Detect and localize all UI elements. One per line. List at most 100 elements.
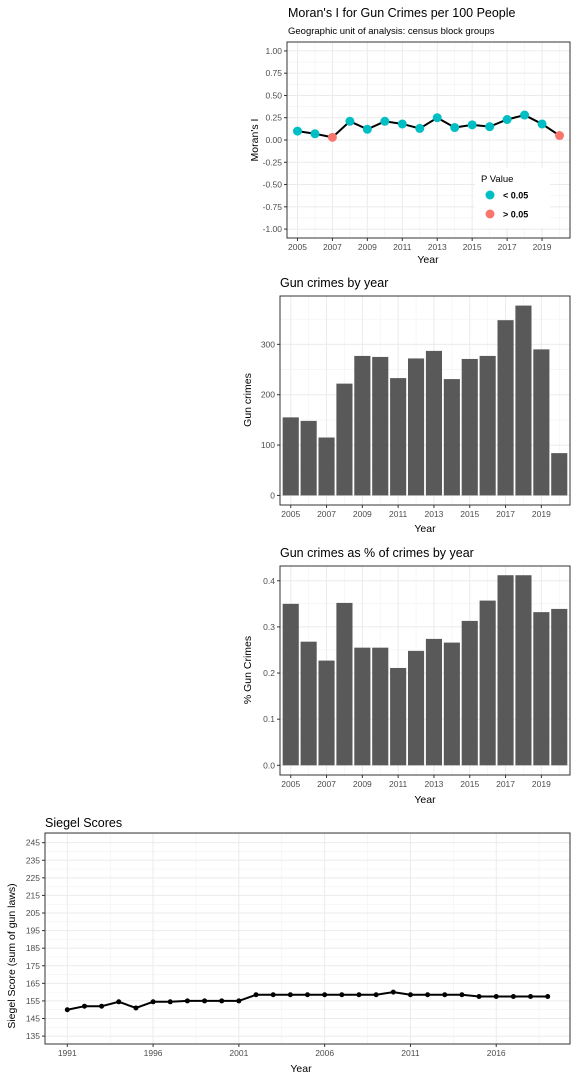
gunpct-y-tick-label: 0.4 [263,576,275,586]
morans-legend-label-gt: > 0.05 [503,210,528,220]
siegel-point [339,992,345,998]
siegel-point [133,1005,139,1011]
morans-y-tick-label: 1.00 [265,46,282,56]
siegel-gridlines [45,833,570,1044]
guncrimes-y-tick-label: 100 [261,440,275,450]
gunpct-bar [533,612,550,766]
gunpct-x-tick-label: 2007 [317,779,336,789]
morans-panel-border [286,41,571,239]
siegel-series [64,989,551,1013]
guncrimes-x-tick-label: 2013 [424,509,443,519]
morans-subtitle: Geographic unit of analysis: census bloc… [288,26,495,37]
morans-y-tick-label: -0.75 [263,202,283,212]
guncrimes-bars [282,305,568,496]
siegel-point [116,999,122,1005]
siegel-x-tick-label: 2001 [229,1048,248,1058]
gunpct-bar [318,660,335,766]
morans-point [397,119,407,129]
guncrimes-x-tick-label: 2007 [317,509,336,519]
siegel-y-tick-label: 155 [26,996,40,1006]
siegel-y-tick-label: 145 [26,1014,40,1024]
morans-y-tick-label: 0.50 [265,90,282,100]
gunpct-bar [354,647,371,766]
gunpct-y-tick-label: 0.2 [263,668,275,678]
guncrimes-x-axis-label: Year [414,523,436,535]
siegel-point [64,1007,70,1013]
siegel-y-tick-label: 205 [26,908,40,918]
gunpct-x-tick-label: 2015 [460,779,479,789]
morans-title: Moran's I for Gun Crimes per 100 People [288,6,516,20]
morans-y-tick-label: -0.50 [263,180,283,190]
siegel-y-tick-label: 235 [26,855,40,865]
gunpct-bar [461,620,478,766]
gunpct-x-axis-label: Year [414,794,436,806]
morans-point [292,126,302,136]
morans-point [450,123,460,133]
guncrimes-bar [300,420,317,496]
siegel-point [493,994,499,1000]
siegel-x-tick-label: 2006 [315,1048,334,1058]
siegel-x-tick-label: 1991 [58,1048,77,1058]
guncrimes-bar [515,305,532,496]
gunpct-x-tick-label: 2019 [532,779,551,789]
guncrimes-bar [479,355,496,496]
morans-series [292,110,565,142]
siegel-point [407,992,413,998]
morans-x-tick-label: 2007 [323,242,342,252]
morans-legend-label-lt: < 0.05 [503,191,528,201]
gunpct-bar [515,575,532,766]
morans-point [520,110,530,120]
morans-line [297,113,561,139]
gunpct-bar [390,667,407,766]
guncrimes-bar [443,379,460,496]
gunpct-x-tick-label: 2017 [496,779,515,789]
morans-point [415,123,425,133]
siegel-x-tick-label: 1996 [144,1048,163,1058]
siegel-point [545,994,551,1000]
gunpct-x-tick-label: 2009 [353,779,372,789]
morans-point [362,124,372,134]
gunpct-bar [551,608,568,766]
siegel-point [270,992,276,998]
guncrimes-bar [533,349,550,496]
siegel-point [442,992,448,998]
morans-x-tick-label: 2013 [428,242,447,252]
guncrimes-bar [282,417,299,496]
gunpct-x-tick-label: 2011 [389,779,408,789]
siegel-point [373,992,379,998]
guncrimes-bar [318,437,335,496]
siegel-point [150,999,156,1005]
siegel-point [81,1003,87,1009]
morans-y-tick-label: 0.00 [265,135,282,145]
siegel-point [528,994,534,1000]
siegel-point [253,992,259,998]
morans-x-tick-label: 2009 [358,242,377,252]
siegel-point [236,998,242,1004]
morans-point [467,120,477,130]
guncrimes-y-tick-label: 0 [270,490,275,500]
gunpct-bar [479,600,496,766]
gunpct-panel-border [279,565,571,776]
siegel-point [167,999,173,1005]
siegel-point [459,992,465,998]
morans-x-tick-label: 2005 [288,242,307,252]
morans-point [310,129,320,139]
morans-y-tick-label: -0.25 [263,157,283,167]
morans-y-tick-label: 0.75 [265,68,282,78]
gunpct-bar [300,641,317,766]
guncrimes-x-tick-label: 2011 [389,509,408,519]
gunpct-y-tick-label: 0.0 [263,760,275,770]
guncrimes-title: Gun crimes by year [280,276,388,290]
siegel-y-tick-label: 185 [26,943,40,953]
siegel-x-axis-label: Year [290,1063,312,1075]
guncrimes-y-tick-label: 200 [261,390,275,400]
siegel-point [219,998,225,1004]
siegel-point [287,992,293,998]
morans-x-tick-label: 2015 [463,242,482,252]
siegel-panel-border [44,832,571,1045]
morans-legend: P Value < 0.05 > 0.05 [475,168,550,228]
gunpct-bar [407,650,425,766]
siegel-point [305,992,310,998]
siegel-y-tick-label: 195 [26,926,40,936]
